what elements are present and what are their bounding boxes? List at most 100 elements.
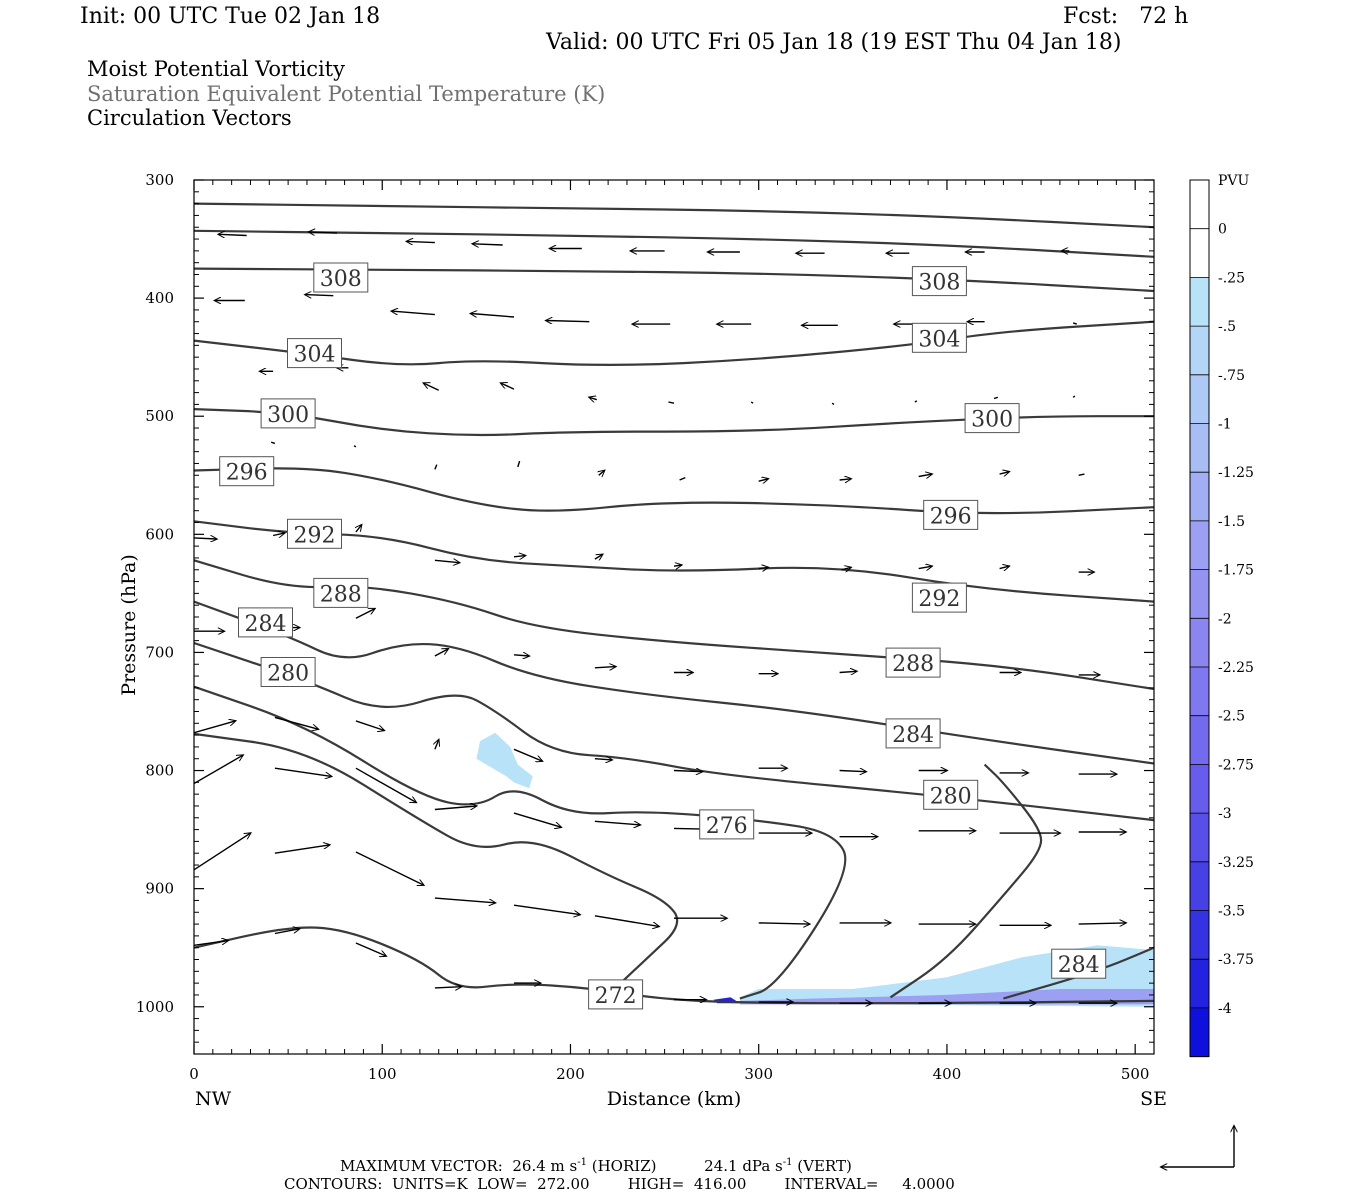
init-time: Init: 00 UTC Tue 02 Jan 18 xyxy=(80,4,381,29)
colorbar-label-7: -1.75 xyxy=(1218,563,1254,579)
svg-text:288: 288 xyxy=(320,582,362,607)
vector-3 xyxy=(473,244,503,245)
axes: 0 100 200 300 400 500 300 400 500 600 700 800 900 100… xyxy=(136,171,1155,1083)
x-left-end-label: NW xyxy=(195,1088,232,1110)
colorbar-label-8: -2 xyxy=(1218,611,1232,627)
vector-92 xyxy=(194,833,251,871)
vector-97 xyxy=(594,915,659,927)
vector-33 xyxy=(270,441,276,445)
vector-39 xyxy=(758,479,768,481)
vector-51 xyxy=(758,567,768,568)
colorbar-label-11: -2.75 xyxy=(1218,757,1254,773)
isentrope-6 xyxy=(194,520,1154,603)
vector-61 xyxy=(594,667,616,668)
y-tick-label-3: 600 xyxy=(145,525,174,543)
svg-text:296: 296 xyxy=(226,461,268,486)
colorbar-label-0: 0 xyxy=(1218,222,1227,238)
x-tick-label-3: 300 xyxy=(744,1065,773,1083)
isentrope-10 xyxy=(194,685,847,1000)
max-vector-line: MAXIMUM VECTOR: 26.4 m s-1 (HORIZ) 24.1 … xyxy=(340,1157,852,1175)
svg-text:308: 308 xyxy=(320,267,362,292)
vector-60 xyxy=(513,655,529,656)
colorbar-swatch-7 xyxy=(1190,520,1209,571)
vector-64 xyxy=(839,671,857,672)
colorbar-swatch-15 xyxy=(1190,910,1209,960)
vector-45 xyxy=(272,533,284,535)
isentrope-5 xyxy=(194,467,1154,515)
colorbar-label-2: -.5 xyxy=(1218,319,1236,335)
vector-81 xyxy=(274,767,332,776)
vector-47 xyxy=(434,560,460,562)
vector-59 xyxy=(434,649,448,657)
vector-76 xyxy=(839,771,866,772)
colorbar-swatch-6 xyxy=(1190,472,1209,522)
colorbar-swatch-3 xyxy=(1190,326,1209,376)
colorbar-swatch-16 xyxy=(1190,959,1209,1009)
svg-text:300: 300 xyxy=(971,408,1013,433)
vector-12 xyxy=(305,295,334,296)
contour-label-3: 304 xyxy=(911,322,967,353)
y-tick-label-0: 300 xyxy=(145,171,174,189)
vector-106 xyxy=(355,942,386,956)
isentrope-1 xyxy=(194,229,1154,258)
vector-74 xyxy=(673,771,702,772)
x-tick-label-2: 200 xyxy=(556,1065,585,1083)
y-tick-label-7: 1000 xyxy=(136,998,174,1016)
vector-94 xyxy=(355,851,424,885)
contour-label-13: 284 xyxy=(885,718,941,749)
vector-30 xyxy=(914,400,918,403)
contour-label-4: 300 xyxy=(260,398,316,429)
contour-label-11: 288 xyxy=(885,647,941,678)
vector-31 xyxy=(993,396,999,400)
vector-38 xyxy=(679,476,686,481)
vector-99 xyxy=(758,923,810,924)
vector-53 xyxy=(918,566,932,568)
colorbar-label-12: -3 xyxy=(1218,806,1232,822)
colorbar-swatch-14 xyxy=(1190,861,1209,911)
vector-54 xyxy=(999,566,1010,568)
vector-83 xyxy=(434,806,477,811)
svg-text:304: 304 xyxy=(918,327,960,352)
vector-58 xyxy=(355,609,375,619)
vector-14 xyxy=(471,314,515,318)
contour-info-line: CONTOURS: UNITS=K LOW= 272.00 HIGH= 416.… xyxy=(284,1175,955,1193)
vector-36 xyxy=(517,460,521,468)
vector-95 xyxy=(434,897,495,903)
vector-44 xyxy=(194,538,217,539)
vector-85 xyxy=(594,820,640,825)
svg-text:284: 284 xyxy=(1058,953,1100,978)
colorbar-swatch-12 xyxy=(1190,764,1209,814)
svg-text:272: 272 xyxy=(595,984,637,1009)
circulation-vectors xyxy=(194,232,1126,1003)
vector-21 xyxy=(1072,322,1078,325)
contour-label-17: 272 xyxy=(588,979,644,1010)
contour-label-5: 300 xyxy=(964,403,1020,434)
vector-40 xyxy=(839,479,851,480)
svg-text:288: 288 xyxy=(892,652,934,677)
colorbar-label-16: -4 xyxy=(1218,1001,1232,1017)
forecast-hour: Fcst: 72 h xyxy=(1063,4,1189,29)
vector-52 xyxy=(841,567,851,569)
svg-text:300: 300 xyxy=(267,403,309,428)
valid-time: Valid: 00 UTC Fri 05 Jan 18 (19 EST Thu … xyxy=(546,30,1122,55)
colorbar-swatch-8 xyxy=(1190,569,1209,619)
colorbar-label-15: -3.75 xyxy=(1218,952,1254,968)
field-title-mpv: Moist Potential Vorticity xyxy=(87,57,345,81)
vector-104 xyxy=(194,941,228,946)
x-tick-label-5: 500 xyxy=(1121,1065,1150,1083)
vector-96 xyxy=(513,904,580,914)
colorbar-swatch-9 xyxy=(1190,618,1209,668)
contour-label-0: 308 xyxy=(313,262,369,293)
y-tick-label-2: 500 xyxy=(145,407,174,425)
vector-107 xyxy=(434,987,461,988)
vector-48 xyxy=(513,556,525,557)
contour-label-16: 276 xyxy=(699,809,755,840)
x-tick-label-4: 400 xyxy=(933,1065,962,1083)
colorbar-label-10: -2.5 xyxy=(1218,709,1245,725)
vector-46 xyxy=(356,525,362,533)
isentrope-11 xyxy=(194,732,679,996)
vector-49 xyxy=(594,554,603,559)
pv-colorbar: 0 -.25 -.5 -.75 -1 -1.25 -1.5 -1.75 -2 -2.25 -2.5 -… xyxy=(1189,179,1254,1058)
field-title-theta-es: Saturation Equivalent Potential Temperat… xyxy=(87,82,606,106)
vector-50 xyxy=(673,565,682,566)
